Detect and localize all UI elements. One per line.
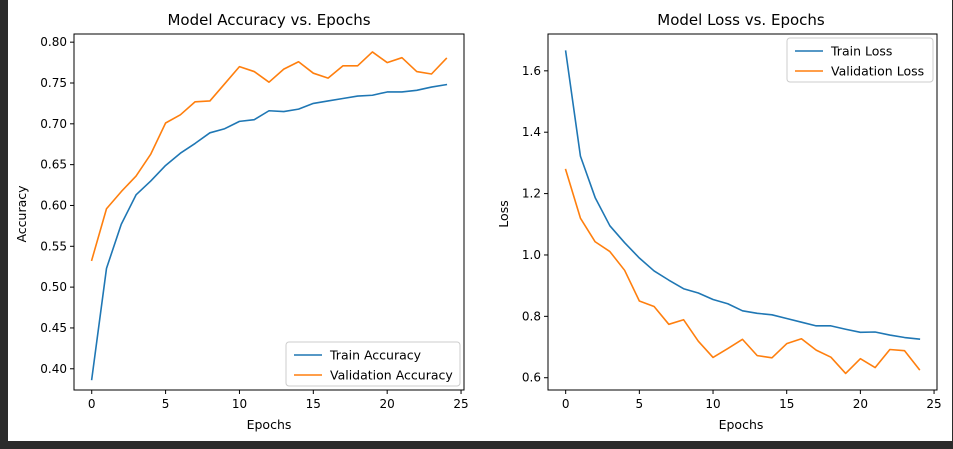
accuracy-x-axis-label: Epochs bbox=[247, 417, 292, 432]
accuracy-legend-label: Validation Accuracy bbox=[330, 368, 453, 383]
accuracy-y-tick-label: 0.65 bbox=[40, 158, 67, 172]
loss-x-tick-label: 20 bbox=[853, 397, 868, 411]
accuracy-chart: Model Accuracy vs. Epochs Epochs Accurac… bbox=[14, 11, 469, 432]
loss-y-axis-label: Loss bbox=[496, 200, 511, 227]
loss-legend-label: Train Loss bbox=[830, 44, 892, 59]
loss-axes-frame bbox=[547, 33, 938, 391]
accuracy-y-tick-label: 0.60 bbox=[40, 198, 67, 212]
accuracy-y-tick-label: 0.50 bbox=[40, 280, 67, 294]
loss-chart-title: Model Loss vs. Epochs bbox=[657, 11, 825, 29]
loss-x-tick-label: 5 bbox=[636, 397, 644, 411]
accuracy-y-tick-label: 0.40 bbox=[40, 362, 67, 376]
accuracy-chart-title: Model Accuracy vs. Epochs bbox=[167, 11, 370, 29]
loss-y-tick-label: 1.2 bbox=[522, 187, 541, 201]
loss-x-axis-label: Epochs bbox=[719, 417, 764, 432]
loss-y-tick-label: 1.6 bbox=[522, 64, 541, 78]
loss-x-tick-label: 25 bbox=[926, 397, 941, 411]
accuracy-x-tick-label: 25 bbox=[453, 397, 468, 411]
loss-legend-box bbox=[786, 37, 934, 83]
accuracy-y-tick-label: 0.80 bbox=[40, 35, 67, 49]
loss-chart: Model Loss vs. Epochs Epochs Loss 0 5 10 15… bbox=[496, 11, 942, 432]
accuracy-x-tick-label: 0 bbox=[88, 397, 96, 411]
accuracy-legend-box bbox=[285, 341, 461, 387]
accuracy-y-tick-label: 0.45 bbox=[40, 321, 67, 335]
loss-x-tick-label: 15 bbox=[779, 397, 794, 411]
loss-x-tick-label: 0 bbox=[562, 397, 570, 411]
loss-x-tick-label: 10 bbox=[705, 397, 720, 411]
figure: Model Accuracy vs. Epochs Epochs Accurac… bbox=[8, 0, 952, 441]
chart-figure-svg: Model Accuracy vs. Epochs Epochs Accurac… bbox=[14, 11, 942, 432]
accuracy-series-line-validation bbox=[90, 51, 448, 262]
accuracy-y-tick-label: 0.70 bbox=[40, 117, 67, 131]
loss-y-tick-label: 1.4 bbox=[522, 125, 541, 139]
accuracy-y-axis-label: Accuracy bbox=[14, 185, 29, 243]
accuracy-x-tick-label: 5 bbox=[162, 397, 170, 411]
accuracy-series-line-train bbox=[90, 83, 448, 381]
loss-y-tick-label: 0.6 bbox=[522, 371, 541, 385]
accuracy-x-tick-label: 20 bbox=[380, 397, 395, 411]
accuracy-axes-frame bbox=[73, 33, 465, 391]
accuracy-y-tick-label: 0.55 bbox=[40, 239, 67, 253]
loss-series-line-validation bbox=[564, 168, 921, 375]
loss-y-tick-label: 1.0 bbox=[522, 248, 541, 262]
accuracy-y-tick-label: 0.75 bbox=[40, 76, 67, 90]
loss-legend: Train Loss Validation Loss bbox=[786, 37, 934, 83]
accuracy-legend: Train Accuracy Validation Accuracy bbox=[285, 341, 461, 387]
loss-legend-label: Validation Loss bbox=[831, 64, 924, 79]
accuracy-x-tick-label: 15 bbox=[306, 397, 321, 411]
loss-series-line-train bbox=[564, 50, 921, 340]
accuracy-x-tick-label: 10 bbox=[232, 397, 247, 411]
accuracy-legend-label: Train Accuracy bbox=[329, 348, 422, 363]
loss-y-tick-label: 0.8 bbox=[522, 309, 541, 323]
